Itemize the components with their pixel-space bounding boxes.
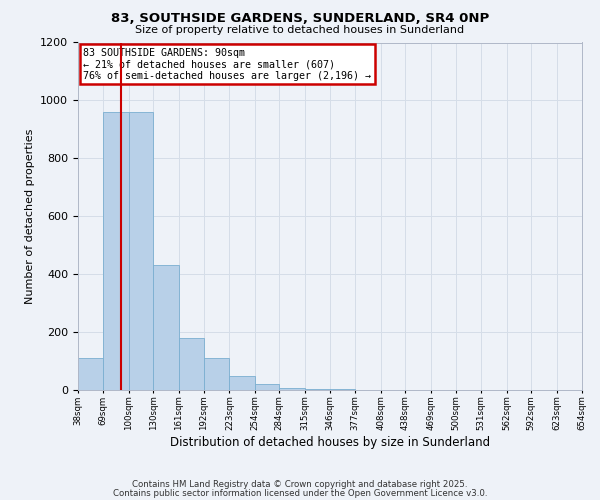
Text: 83, SOUTHSIDE GARDENS, SUNDERLAND, SR4 0NP: 83, SOUTHSIDE GARDENS, SUNDERLAND, SR4 0… (111, 12, 489, 26)
Bar (179, 338, 204, 390)
Bar (279, 388, 305, 390)
Text: Contains HM Land Registry data © Crown copyright and database right 2025.: Contains HM Land Registry data © Crown c… (132, 480, 468, 489)
Text: Size of property relative to detached houses in Sunderland: Size of property relative to detached ho… (136, 25, 464, 35)
Bar (78, 358, 103, 390)
Bar (305, 389, 330, 390)
Bar (103, 112, 129, 390)
Bar (255, 384, 279, 390)
Bar (129, 112, 153, 390)
Bar (229, 376, 255, 390)
Text: Contains public sector information licensed under the Open Government Licence v3: Contains public sector information licen… (113, 488, 487, 498)
Bar (204, 358, 229, 390)
Y-axis label: Number of detached properties: Number of detached properties (25, 128, 35, 304)
Text: 83 SOUTHSIDE GARDENS: 90sqm
← 21% of detached houses are smaller (607)
76% of se: 83 SOUTHSIDE GARDENS: 90sqm ← 21% of det… (83, 48, 371, 81)
Bar (153, 266, 179, 390)
X-axis label: Distribution of detached houses by size in Sunderland: Distribution of detached houses by size … (170, 436, 490, 449)
